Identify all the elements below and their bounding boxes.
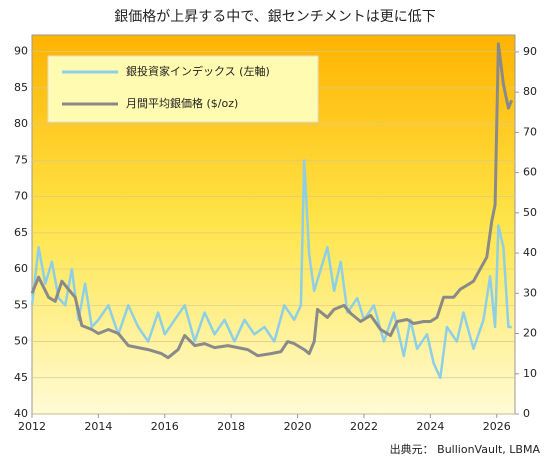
legend: [47, 55, 319, 123]
y-tick-label: 60: [14, 262, 28, 275]
x-tick-label: 2012: [18, 420, 46, 433]
y2-tick-label: 0: [523, 407, 530, 420]
data-line: [30, 42, 514, 360]
x-tick-label: 2016: [151, 420, 179, 433]
y2-tick-label: 10: [523, 367, 537, 380]
y2-tick-label: 80: [523, 85, 537, 98]
y-tick-label: 75: [14, 153, 28, 166]
y-tick-label: 45: [14, 371, 28, 384]
x-tick-label: 2018: [217, 420, 245, 433]
y2-tick-label: 70: [523, 125, 537, 138]
y-tick-label: 80: [14, 117, 28, 130]
x-tick-label: 2020: [284, 420, 312, 433]
legend-label: 月間平均銀価格 ($/oz): [126, 96, 238, 110]
x-tick-label: 2022: [350, 420, 378, 433]
y-tick-label: 40: [14, 407, 28, 420]
y-tick-label: 90: [14, 45, 28, 58]
y-tick-label: 55: [14, 298, 28, 311]
x-tick-label: 2026: [483, 420, 511, 433]
x-tick-label: 2024: [416, 420, 444, 433]
y-tick-label: 70: [14, 190, 28, 203]
y2-tick-label: 90: [523, 45, 537, 58]
x-tick-label: 2014: [84, 420, 112, 433]
y2-tick-label: 40: [523, 246, 537, 259]
y-tick-label: 85: [14, 81, 28, 94]
y2-tick-label: 50: [523, 206, 537, 219]
source: 出典元： BullionVault, LBMA: [390, 442, 541, 456]
data-line: [30, 159, 512, 380]
chart-title: 銀価格が上昇する中で、銀センチメントは更に低下: [114, 9, 435, 25]
y2-tick-label: 20: [523, 327, 537, 340]
y2-tick-label: 30: [523, 286, 537, 299]
y2-tick-label: 60: [523, 166, 537, 179]
y-tick-label: 65: [14, 226, 28, 239]
y-tick-label: 50: [14, 335, 28, 348]
legend-label: 銀投資家インデックス (左軸): [126, 64, 270, 78]
